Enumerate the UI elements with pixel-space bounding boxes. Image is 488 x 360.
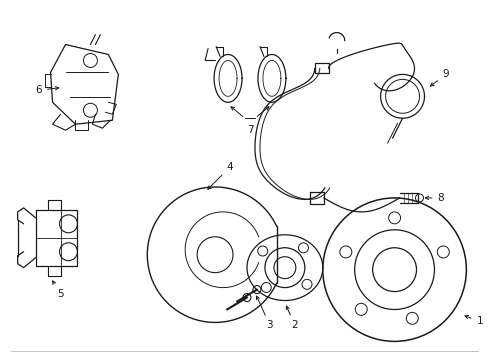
Text: 4: 4 <box>207 162 233 189</box>
Text: 9: 9 <box>429 69 448 86</box>
Text: 2: 2 <box>285 306 298 330</box>
Text: 5: 5 <box>53 281 64 298</box>
Text: 3: 3 <box>256 296 273 330</box>
Text: 6: 6 <box>35 85 59 95</box>
Text: 1: 1 <box>464 315 482 327</box>
Text: 7: 7 <box>246 125 253 135</box>
Text: 8: 8 <box>425 193 443 203</box>
